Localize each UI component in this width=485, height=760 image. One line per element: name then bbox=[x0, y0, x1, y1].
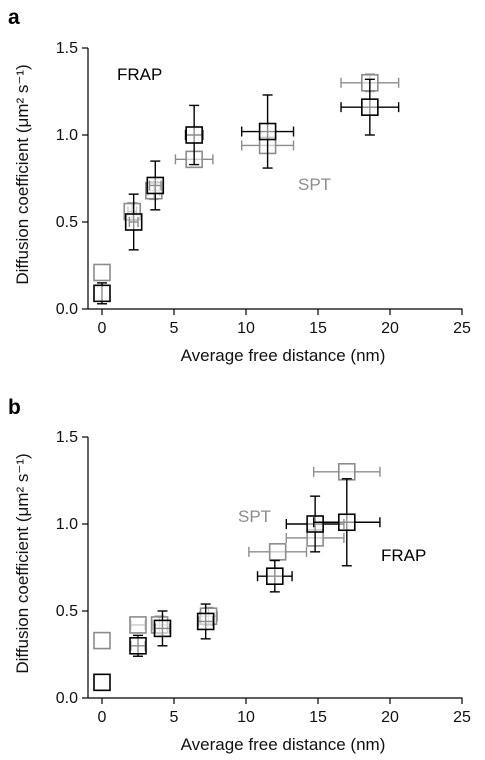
y-tick-label: 1.5 bbox=[56, 429, 78, 446]
panel-letter: b bbox=[8, 396, 21, 419]
frap-data-point bbox=[93, 284, 111, 303]
y-tick-label: 0.5 bbox=[56, 214, 78, 231]
x-tick-label: 5 bbox=[170, 709, 179, 726]
frap-data-point bbox=[258, 122, 277, 141]
frap-data-point bbox=[361, 98, 379, 116]
x-tick-label: 10 bbox=[237, 709, 255, 726]
y-axis-label: Diffusion coefficient (μm² s⁻¹) bbox=[13, 453, 32, 673]
y-tick-label: 0.5 bbox=[56, 603, 78, 620]
frap-data-point bbox=[146, 176, 165, 195]
x-tick-label: 0 bbox=[98, 320, 107, 337]
x-tick-label: 25 bbox=[453, 320, 471, 337]
frap-data-point bbox=[306, 515, 324, 533]
spt-data-point bbox=[93, 631, 111, 650]
y-tick-label: 0.0 bbox=[56, 301, 78, 318]
frap-data-point bbox=[93, 673, 111, 692]
spt-data-point bbox=[337, 462, 356, 481]
x-axis-label: Average free distance (nm) bbox=[181, 346, 386, 365]
panel-letter: a bbox=[8, 6, 20, 29]
series-label-frap: FRAP bbox=[117, 65, 162, 84]
spt-data-point bbox=[93, 263, 111, 282]
y-tick-label: 1.0 bbox=[56, 127, 78, 144]
x-tick-label: 5 bbox=[170, 320, 179, 337]
frap-data-point bbox=[124, 213, 143, 231]
x-tick-label: 25 bbox=[453, 709, 471, 726]
spt-data-point bbox=[268, 543, 287, 561]
series-label-spt: SPT bbox=[298, 175, 331, 194]
series-label-frap: FRAP bbox=[381, 546, 426, 565]
x-axis-label: Average free distance (nm) bbox=[181, 735, 386, 754]
frap-data-point bbox=[337, 513, 356, 532]
series-label-spt: SPT bbox=[238, 507, 271, 526]
frap-data-point bbox=[129, 636, 147, 655]
frap-data-point bbox=[185, 126, 203, 144]
x-tick-label: 15 bbox=[309, 709, 327, 726]
y-tick-label: 0.0 bbox=[56, 690, 78, 707]
x-tick-label: 15 bbox=[309, 320, 327, 337]
frap-data-point bbox=[196, 612, 215, 631]
spt-data-point bbox=[129, 616, 147, 634]
x-tick-label: 20 bbox=[381, 320, 399, 337]
y-axis-label: Diffusion coefficient (μm² s⁻¹) bbox=[13, 64, 32, 284]
frap-data-point bbox=[153, 619, 172, 638]
x-tick-label: 0 bbox=[98, 709, 107, 726]
y-tick-label: 1.5 bbox=[56, 40, 78, 57]
frap-data-point bbox=[265, 567, 284, 586]
x-tick-label: 10 bbox=[237, 320, 255, 337]
y-tick-label: 1.0 bbox=[56, 516, 78, 533]
x-tick-label: 20 bbox=[381, 709, 399, 726]
